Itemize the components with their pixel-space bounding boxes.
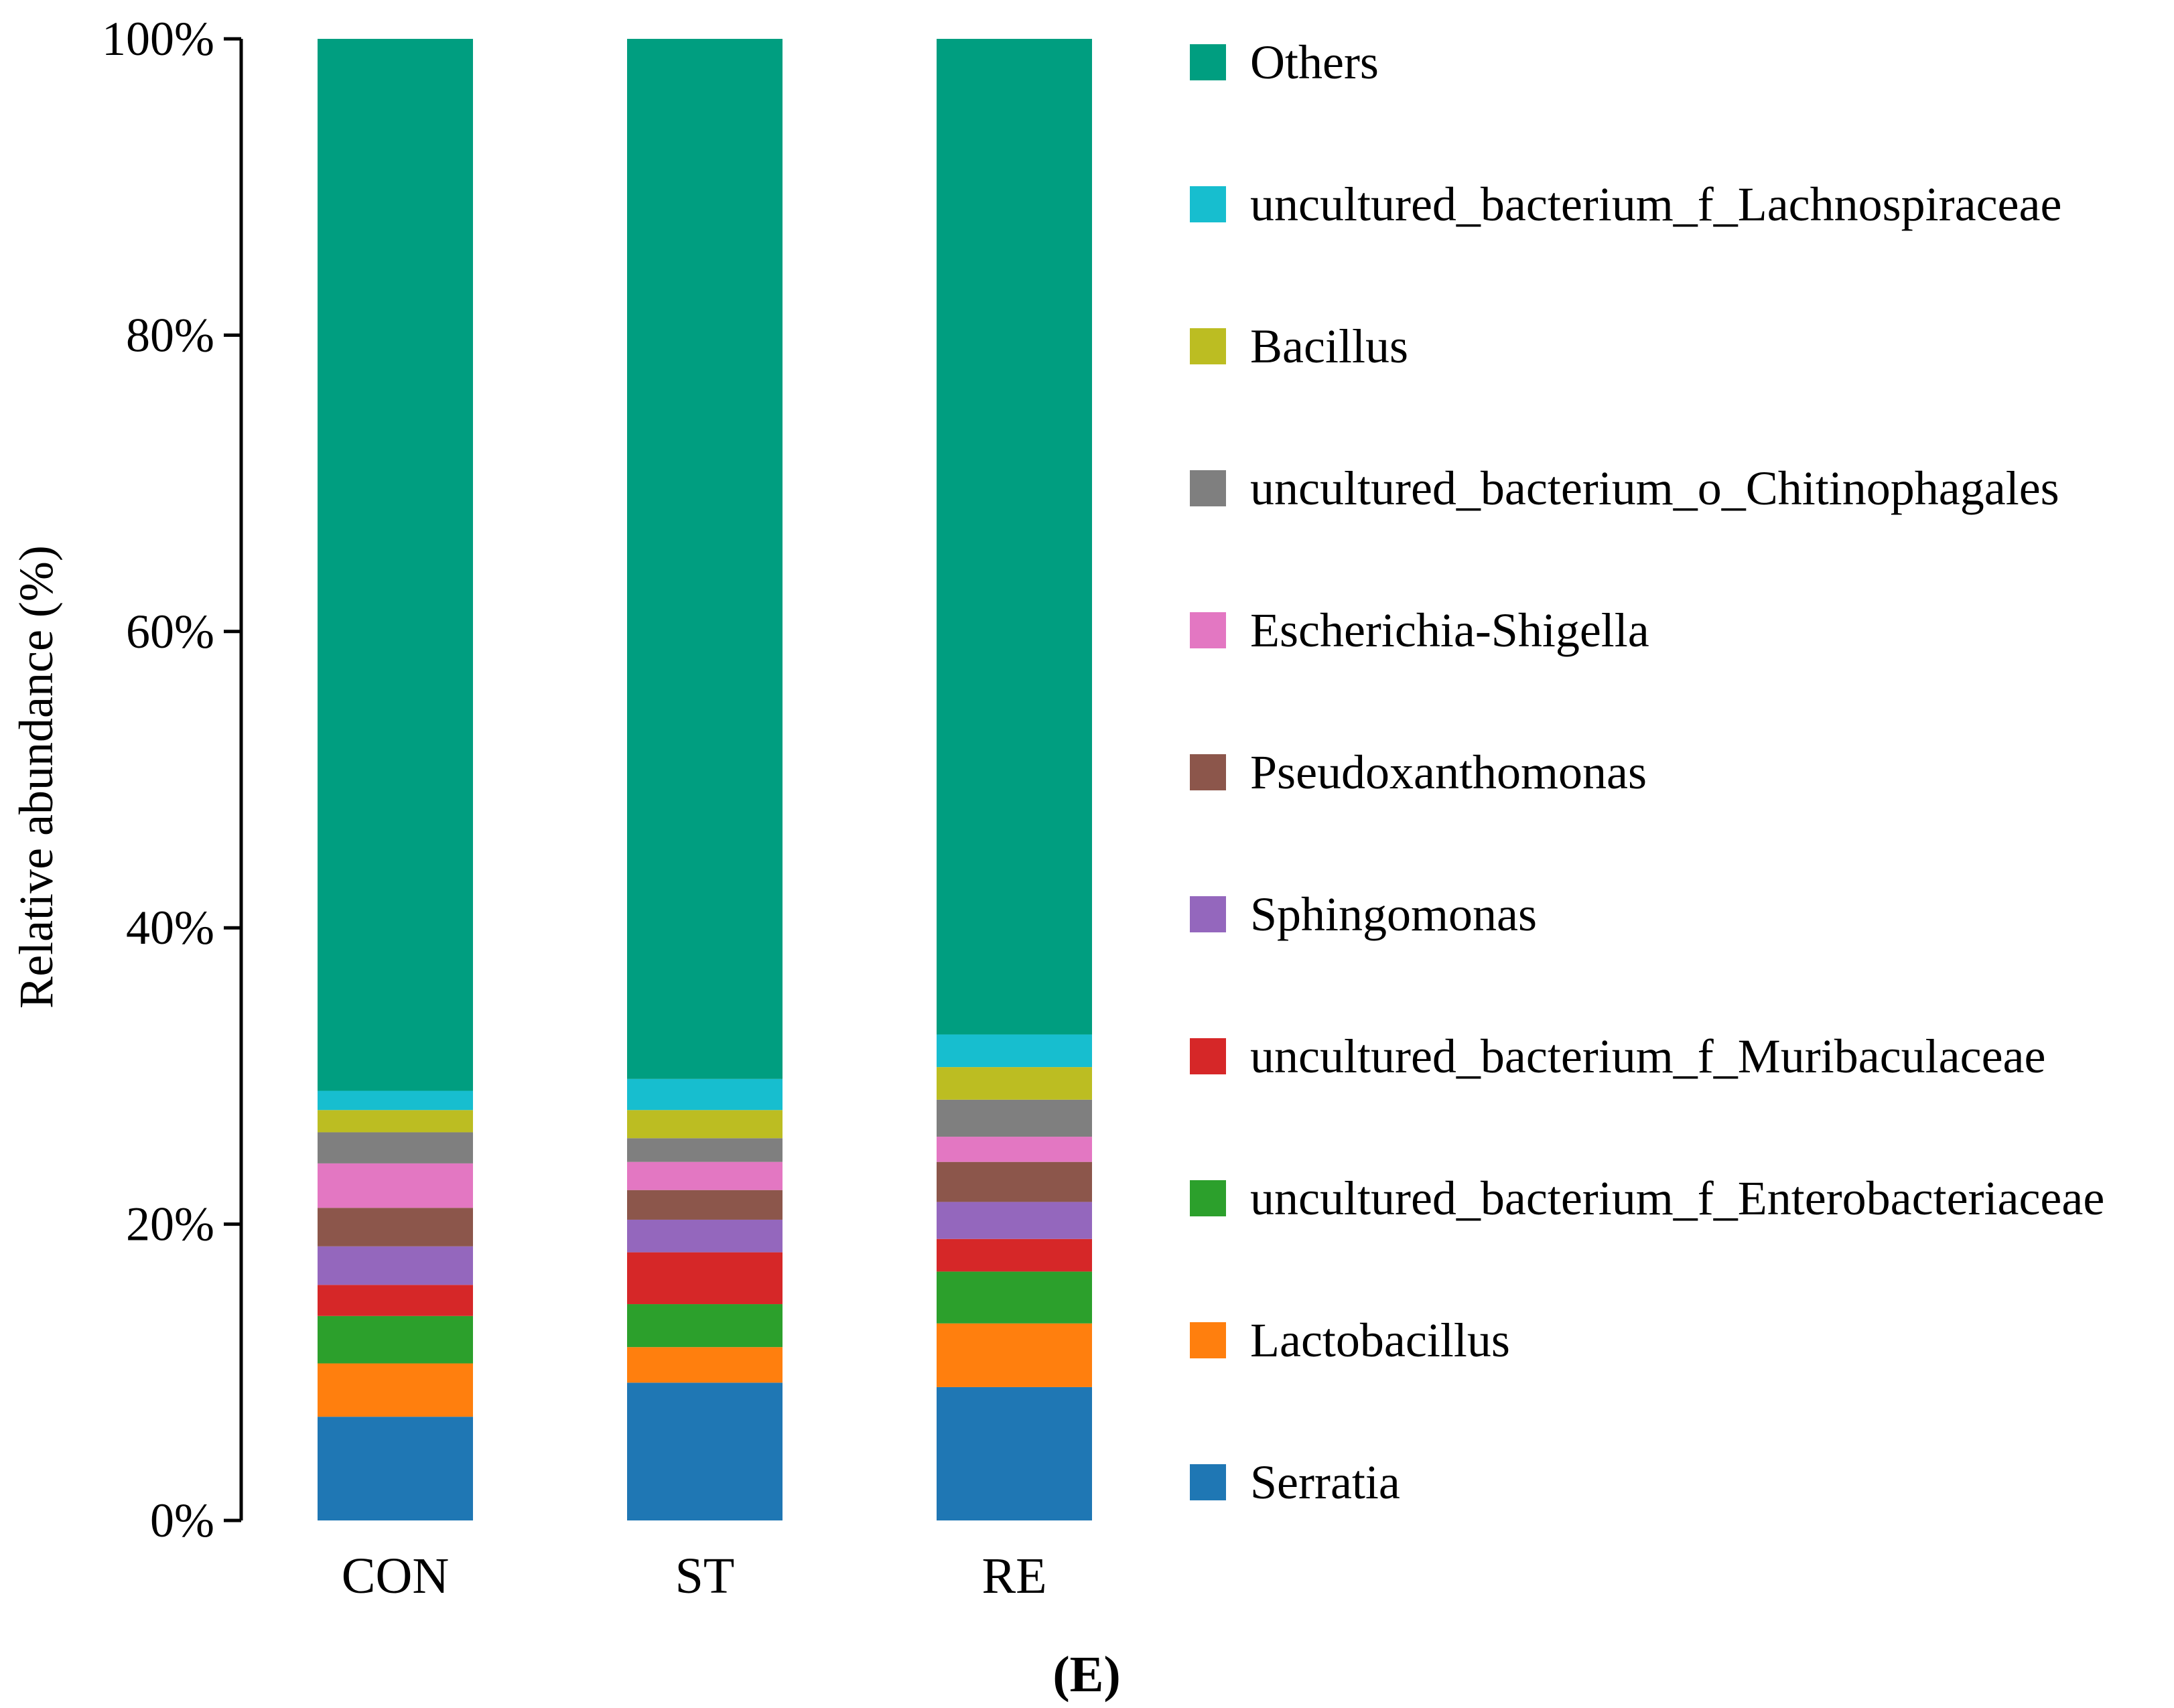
panel-label: (E) bbox=[1052, 1646, 1120, 1703]
legend-label: uncultured_bacterium_f_Enterobacteriacea… bbox=[1250, 1171, 2104, 1225]
bar-segment-st-3 bbox=[627, 1252, 783, 1305]
bar-segment-st-5 bbox=[627, 1190, 783, 1220]
legend-label: uncultured_bacterium_f_Lachnospiraceae bbox=[1250, 177, 2061, 231]
bar-segment-re-0 bbox=[937, 1386, 1092, 1520]
legend-swatch bbox=[1190, 186, 1226, 222]
bar-segment-con-7 bbox=[318, 1132, 473, 1163]
category-label-st: ST bbox=[675, 1548, 735, 1604]
legend-swatch bbox=[1190, 754, 1226, 790]
category-label-con: CON bbox=[342, 1548, 449, 1604]
y-tick-label: 40% bbox=[126, 901, 214, 954]
y-tick-label: 20% bbox=[126, 1198, 214, 1251]
bar-segment-re-2 bbox=[937, 1271, 1092, 1324]
bar-segment-con-3 bbox=[318, 1285, 473, 1316]
legend-swatch bbox=[1190, 896, 1226, 932]
legend-label: Serratia bbox=[1250, 1455, 1400, 1509]
legend-swatch bbox=[1190, 1038, 1226, 1074]
y-tick-label: 80% bbox=[126, 308, 214, 362]
category-label-re: RE bbox=[981, 1548, 1046, 1604]
bar-segment-con-4 bbox=[318, 1246, 473, 1285]
bar-segment-st-8 bbox=[627, 1110, 783, 1139]
bar-segment-st-7 bbox=[627, 1138, 783, 1162]
bar-segment-re-10 bbox=[937, 39, 1092, 1035]
legend-swatch bbox=[1190, 470, 1226, 506]
bar-segment-st-1 bbox=[627, 1347, 783, 1383]
y-tick-label: 100% bbox=[102, 12, 214, 66]
legend-swatch bbox=[1190, 1180, 1226, 1216]
legend-label: Lactobacillus bbox=[1250, 1313, 1510, 1367]
bar-segment-st-6 bbox=[627, 1161, 783, 1190]
bar-segment-st-2 bbox=[627, 1304, 783, 1348]
bar-segment-con-2 bbox=[318, 1315, 473, 1364]
legend-swatch bbox=[1190, 612, 1226, 648]
legend-swatch bbox=[1190, 328, 1226, 364]
bars-group bbox=[318, 39, 1092, 1520]
bar-segment-st-4 bbox=[627, 1219, 783, 1253]
legend-label: uncultured_bacterium_o_Chitinophagales bbox=[1250, 461, 2059, 515]
bar-segment-st-0 bbox=[627, 1382, 783, 1520]
bar-segment-con-0 bbox=[318, 1417, 473, 1520]
bar-segment-con-8 bbox=[318, 1110, 473, 1133]
legend-swatch bbox=[1190, 1322, 1226, 1358]
legend-label: Bacillus bbox=[1250, 319, 1408, 373]
bar-segment-re-9 bbox=[937, 1034, 1092, 1068]
bar-segment-re-8 bbox=[937, 1067, 1092, 1100]
bar-segment-re-7 bbox=[937, 1099, 1092, 1137]
y-axis: 0% 20% 40% 60% 80% 100% bbox=[102, 12, 243, 1547]
legend-label: Escherichia-Shigella bbox=[1250, 603, 1649, 657]
bar-segment-con-10 bbox=[318, 39, 473, 1091]
y-tick-label: 60% bbox=[126, 605, 214, 658]
legend-label: Others bbox=[1250, 35, 1379, 89]
bar-segment-con-9 bbox=[318, 1090, 473, 1111]
legend-label: Pseudoxanthomonas bbox=[1250, 745, 1647, 799]
y-tick-label: 0% bbox=[150, 1494, 214, 1547]
bar-segment-st-9 bbox=[627, 1078, 783, 1111]
category-labels: CON ST RE bbox=[342, 1548, 1047, 1604]
legend-swatch bbox=[1190, 1464, 1226, 1500]
bar-segment-re-1 bbox=[937, 1323, 1092, 1387]
bar-segment-re-5 bbox=[937, 1161, 1092, 1202]
legend-swatch bbox=[1190, 44, 1226, 80]
bar-segment-con-1 bbox=[318, 1363, 473, 1417]
bar-segment-con-5 bbox=[318, 1208, 473, 1247]
bar-segment-con-6 bbox=[318, 1163, 473, 1208]
bar-segment-re-4 bbox=[937, 1202, 1092, 1239]
bar-segment-st-10 bbox=[627, 39, 783, 1079]
y-axis-title: Relative abundance (%) bbox=[9, 545, 63, 1009]
legend-label: uncultured_bacterium_f_Muribaculaceae bbox=[1250, 1029, 2045, 1083]
legend-label: Sphingomonas bbox=[1250, 887, 1537, 941]
bar-segment-re-3 bbox=[937, 1238, 1092, 1272]
bar-segment-re-6 bbox=[937, 1137, 1092, 1162]
legend: Others uncultured_bacterium_f_Lachnospira… bbox=[1190, 35, 2104, 1509]
